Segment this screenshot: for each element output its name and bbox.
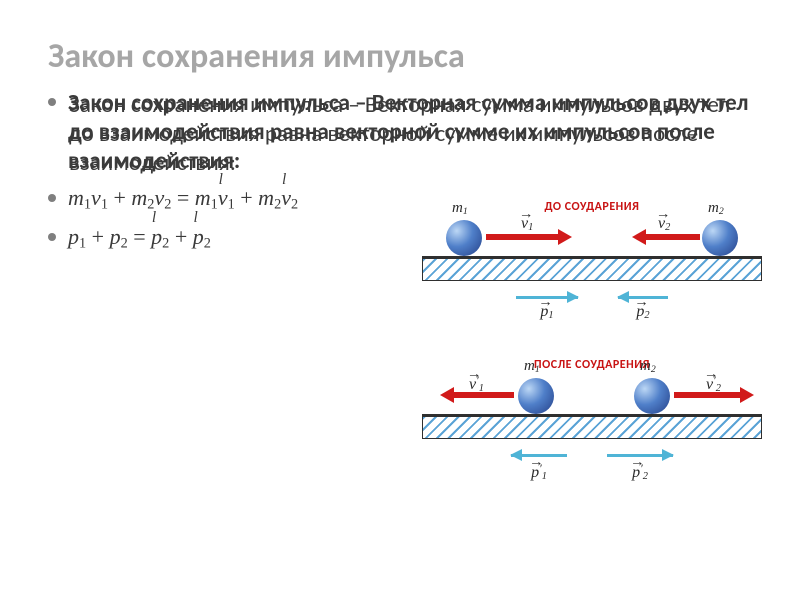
surface	[422, 256, 762, 281]
ball	[446, 220, 482, 256]
momentum-row: p→1 p→2	[422, 296, 762, 321]
slide-title: Закон сохранения импульса	[48, 36, 752, 77]
bullet-definition: Закон сохранения импульса – Векторная су…	[48, 89, 752, 175]
ball	[702, 220, 738, 256]
panel-before: m1m2v→1v→2p→1p→2	[422, 220, 762, 342]
panel-after: m1m2v→′1v→′2p→′1p→′2	[422, 378, 762, 500]
momentum-label: p→2	[618, 303, 668, 321]
definition-text-plain: Закон сохранения импульса – Векторная су…	[69, 91, 752, 177]
ball-label: m2	[640, 358, 656, 375]
momentum-label: p→′2	[607, 461, 673, 482]
momentum-row: p→′1 p→′2	[422, 454, 762, 482]
ball	[518, 378, 554, 414]
ball-label: m1	[452, 200, 468, 217]
velocity-label: v→′1	[469, 373, 484, 394]
velocity-label: v→2	[658, 215, 670, 233]
definition-overlay: Закон сохранения импульса – Векторная су…	[68, 89, 752, 175]
equation-2: p1 + p2 = pl2 + pl2	[68, 224, 211, 249]
velocity-label: v→′2	[706, 373, 721, 394]
surface	[422, 414, 762, 439]
ball-label: m1	[524, 358, 540, 375]
collision-figure: ДО СОУДАРЕНИЯ m1m2v→1v→2p→1p→2 ПОСЛЕ СОУ…	[422, 200, 762, 516]
ball-label: m2	[708, 200, 724, 217]
momentum-label: p→′1	[511, 461, 567, 482]
slide: Закон сохранения импульса Закон сохранен…	[0, 0, 800, 600]
ball	[634, 378, 670, 414]
equation-1: m1v1 + m2v2 = m1vl1 + m2vl2	[68, 185, 298, 210]
velocity-label: v→1	[521, 215, 533, 233]
momentum-label: p→1	[516, 303, 578, 321]
